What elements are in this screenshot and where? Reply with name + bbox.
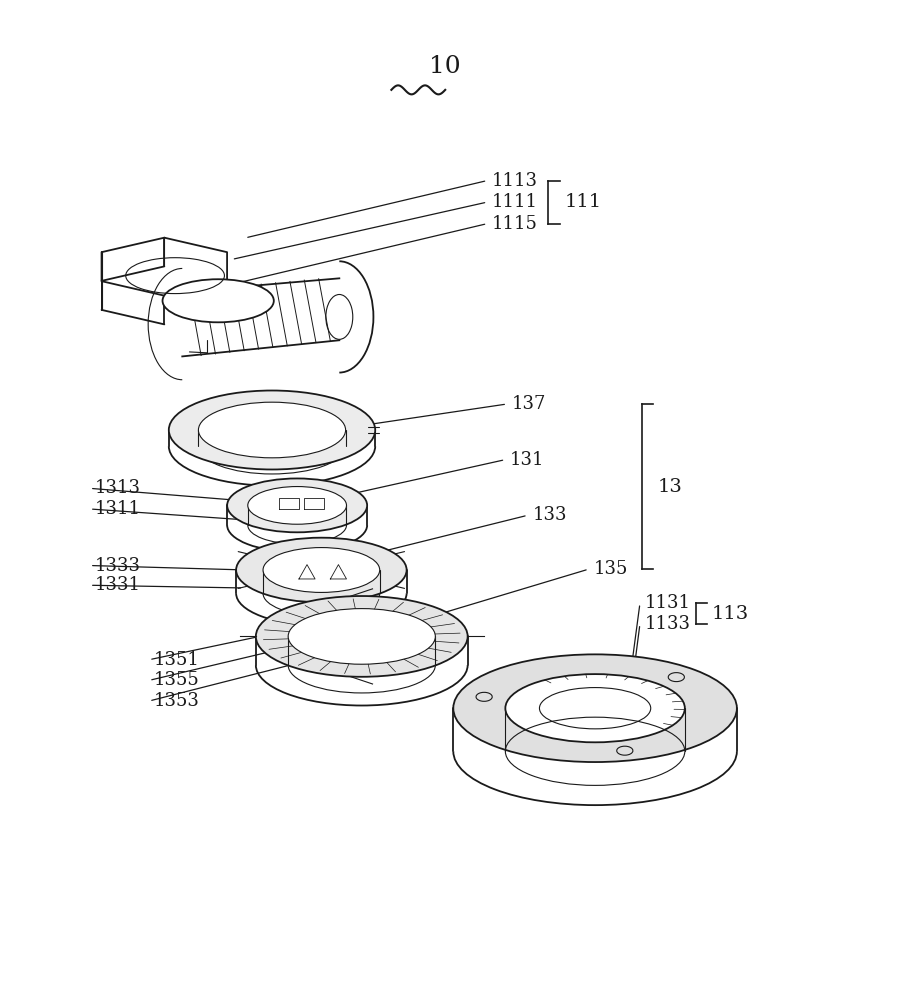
Text: 13: 13 [658, 478, 682, 496]
Ellipse shape [288, 609, 435, 664]
Text: 1115: 1115 [492, 215, 538, 233]
Text: 10: 10 [429, 55, 461, 78]
Text: 1133: 1133 [644, 615, 690, 633]
Text: 133: 133 [531, 506, 566, 524]
Text: 1111: 1111 [492, 193, 538, 211]
Ellipse shape [505, 674, 684, 742]
Ellipse shape [227, 478, 367, 532]
Ellipse shape [247, 487, 346, 524]
Ellipse shape [235, 538, 406, 602]
Ellipse shape [453, 654, 736, 762]
Text: 1131: 1131 [644, 594, 690, 612]
Text: 113: 113 [711, 605, 748, 623]
Ellipse shape [255, 596, 467, 677]
Text: 111: 111 [564, 193, 601, 211]
Text: 1353: 1353 [153, 692, 199, 710]
Text: 137: 137 [511, 395, 546, 413]
Ellipse shape [169, 391, 375, 469]
Ellipse shape [198, 402, 345, 458]
Ellipse shape [162, 279, 273, 322]
Ellipse shape [262, 548, 379, 592]
Text: 1331: 1331 [94, 576, 140, 594]
Text: 1313: 1313 [94, 479, 140, 497]
Text: 135: 135 [593, 560, 627, 578]
Text: 1333: 1333 [94, 557, 140, 575]
Text: 1311: 1311 [94, 500, 140, 518]
Text: 131: 131 [510, 451, 544, 469]
Text: 1351: 1351 [153, 651, 199, 669]
Text: 1355: 1355 [153, 671, 199, 689]
Text: 1113: 1113 [492, 172, 538, 190]
